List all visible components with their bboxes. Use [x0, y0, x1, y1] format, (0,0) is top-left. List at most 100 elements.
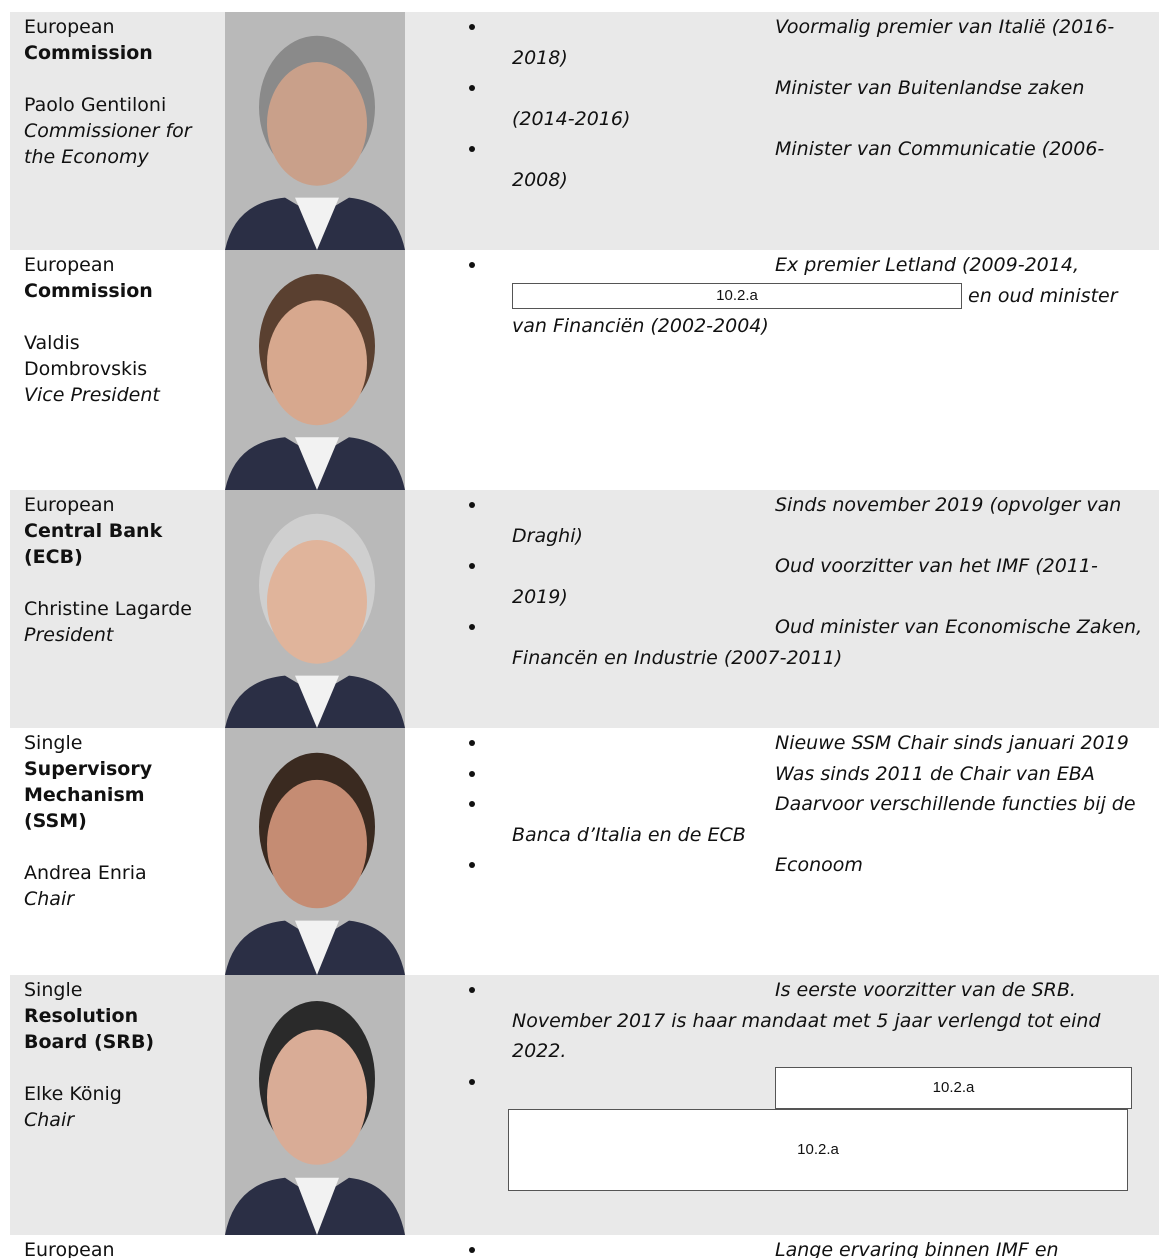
- person-name: Christine Lagarde: [24, 596, 192, 622]
- bullet-item: Oud voorzitter van het IMF (2011-2019): [405, 551, 1159, 612]
- bullet-list: Voormalig premier van Italië (2016-2018)…: [405, 12, 1159, 250]
- bullet-list: Is eerste voorzitter van de SRB. Novembe…: [405, 975, 1159, 1235]
- organisation-name: Commission: [24, 278, 192, 304]
- person-role: Vice President: [24, 382, 192, 408]
- bullet-list: Lange ervaring binnen IMF en: [405, 1235, 1159, 1258]
- bullet-dot: [469, 146, 475, 152]
- bullet-dot: [469, 1079, 475, 1085]
- bullet-dot: [469, 85, 475, 91]
- person-role: Commissioner for the Economy: [24, 118, 192, 170]
- bullet-text: Oud voorzitter van het IMF (2011-2019): [512, 555, 1098, 608]
- person-role: Chair: [24, 886, 192, 912]
- organisation-line: European: [24, 14, 192, 40]
- organisation-name: Supervisory Mechanism (SSM): [24, 756, 192, 834]
- bullet-item: Lange ervaring binnen IMF en: [405, 1235, 1159, 1258]
- portrait: [225, 12, 405, 250]
- organisation: SingleSupervisory Mechanism (SSM)Andrea …: [24, 730, 192, 912]
- organisation-line: Single: [24, 977, 192, 1003]
- bullet-list: Ex premier Letland (2009-2014, 10.2.a en…: [405, 250, 1159, 490]
- person-name: Valdis Dombrovskis: [24, 330, 192, 382]
- person-role: Chair: [24, 1107, 192, 1133]
- organisation-line: European: [24, 1237, 192, 1258]
- bullet-text: Was sinds 2011 de Chair van EBA: [775, 763, 1095, 785]
- bullet-item: Is eerste voorzitter van de SRB. Novembe…: [405, 975, 1159, 1067]
- bullet-dot: [469, 624, 475, 630]
- portrait: [225, 490, 405, 728]
- bullet-text: Daarvoor verschillende functies bij de B…: [512, 793, 1136, 846]
- person-name: Paolo Gentiloni: [24, 92, 192, 118]
- bullet-text: Voormalig premier van Italië (2016-2018): [512, 16, 1114, 69]
- bullet-item: Minister van Buitenlandse zaken (2014-20…: [405, 73, 1159, 134]
- person-role: President: [24, 622, 192, 648]
- photo: [225, 12, 405, 250]
- table-row: European Lange ervaring binnen IMF en: [10, 1235, 1159, 1258]
- bullet-dot: [469, 502, 475, 508]
- organisation-line: European: [24, 492, 192, 518]
- bullet-item: Econoom: [405, 850, 1159, 881]
- bullet-dot: [469, 262, 475, 268]
- portrait: [225, 728, 405, 975]
- document: EuropeanCommissionPaolo GentiloniCommiss…: [0, 0, 1159, 1258]
- bullet-dot: [469, 771, 475, 777]
- bullet-text: Econoom: [775, 854, 863, 876]
- bullet-dot: [469, 987, 475, 993]
- organisation: European: [24, 1237, 192, 1258]
- photo: [225, 250, 405, 490]
- bullet-text: Minister van Buitenlandse zaken (2014-20…: [512, 77, 1084, 130]
- bullet-dot: [469, 1247, 475, 1253]
- bullet-text: Lange ervaring binnen IMF en: [775, 1239, 1059, 1258]
- bullet-item: Oud minister van Economische Zaken, Fina…: [405, 612, 1159, 673]
- redaction: 10.2.a: [508, 1109, 1128, 1191]
- redaction: 10.2.a: [512, 283, 962, 309]
- bullet-item: Minister van Communicatie (2006-2008): [405, 134, 1159, 195]
- bullet-item: Daarvoor verschillende functies bij de B…: [405, 789, 1159, 850]
- organisation-name: Commission: [24, 40, 192, 66]
- bullet-item: Sinds november 2019 (opvolger van Draghi…: [405, 490, 1159, 551]
- portrait: [225, 250, 405, 490]
- bullet-text: Ex premier Letland (2009-2014,: [775, 254, 1079, 276]
- bullet-dot: [469, 801, 475, 807]
- bullet-text: Minister van Communicatie (2006-2008): [512, 138, 1104, 191]
- organisation-name: Central Bank (ECB): [24, 518, 192, 570]
- bullet-list: Sinds november 2019 (opvolger van Draghi…: [405, 490, 1159, 728]
- person-name: Andrea Enria: [24, 860, 192, 886]
- bullet-item: Voormalig premier van Italië (2016-2018): [405, 12, 1159, 73]
- person-name: Elke König: [24, 1081, 192, 1107]
- bullet-text: Is eerste voorzitter van de SRB. Novembe…: [512, 979, 1100, 1062]
- portrait: [225, 975, 405, 1235]
- organisation-name: Resolution Board (SRB): [24, 1003, 192, 1055]
- photo: [225, 490, 405, 728]
- bullet-dot: [469, 563, 475, 569]
- bullet-text: Sinds november 2019 (opvolger van Draghi…: [512, 494, 1121, 547]
- bullet-item: Ex premier Letland (2009-2014, 10.2.a en…: [405, 250, 1159, 342]
- photo: [225, 1235, 405, 1258]
- redaction: 10.2.a: [775, 1067, 1132, 1109]
- bullet-item: 10.2.a 10.2.a: [405, 1067, 1159, 1191]
- bullet-list: Nieuwe SSM Chair sinds januari 2019 Was …: [405, 728, 1159, 975]
- photo: [225, 975, 405, 1235]
- organisation-line: European: [24, 252, 192, 278]
- bullet-dot: [469, 862, 475, 868]
- bullet-dot: [469, 24, 475, 30]
- bullet-item: Was sinds 2011 de Chair van EBA: [405, 759, 1159, 790]
- bullet-dot: [469, 740, 475, 746]
- photo: [225, 728, 405, 975]
- bullet-text: Oud minister van Economische Zaken, Fina…: [512, 616, 1142, 669]
- bullet-text: Nieuwe SSM Chair sinds januari 2019: [775, 732, 1129, 754]
- organisation-cell: European: [10, 1235, 225, 1258]
- bullet-item: Nieuwe SSM Chair sinds januari 2019: [405, 728, 1159, 759]
